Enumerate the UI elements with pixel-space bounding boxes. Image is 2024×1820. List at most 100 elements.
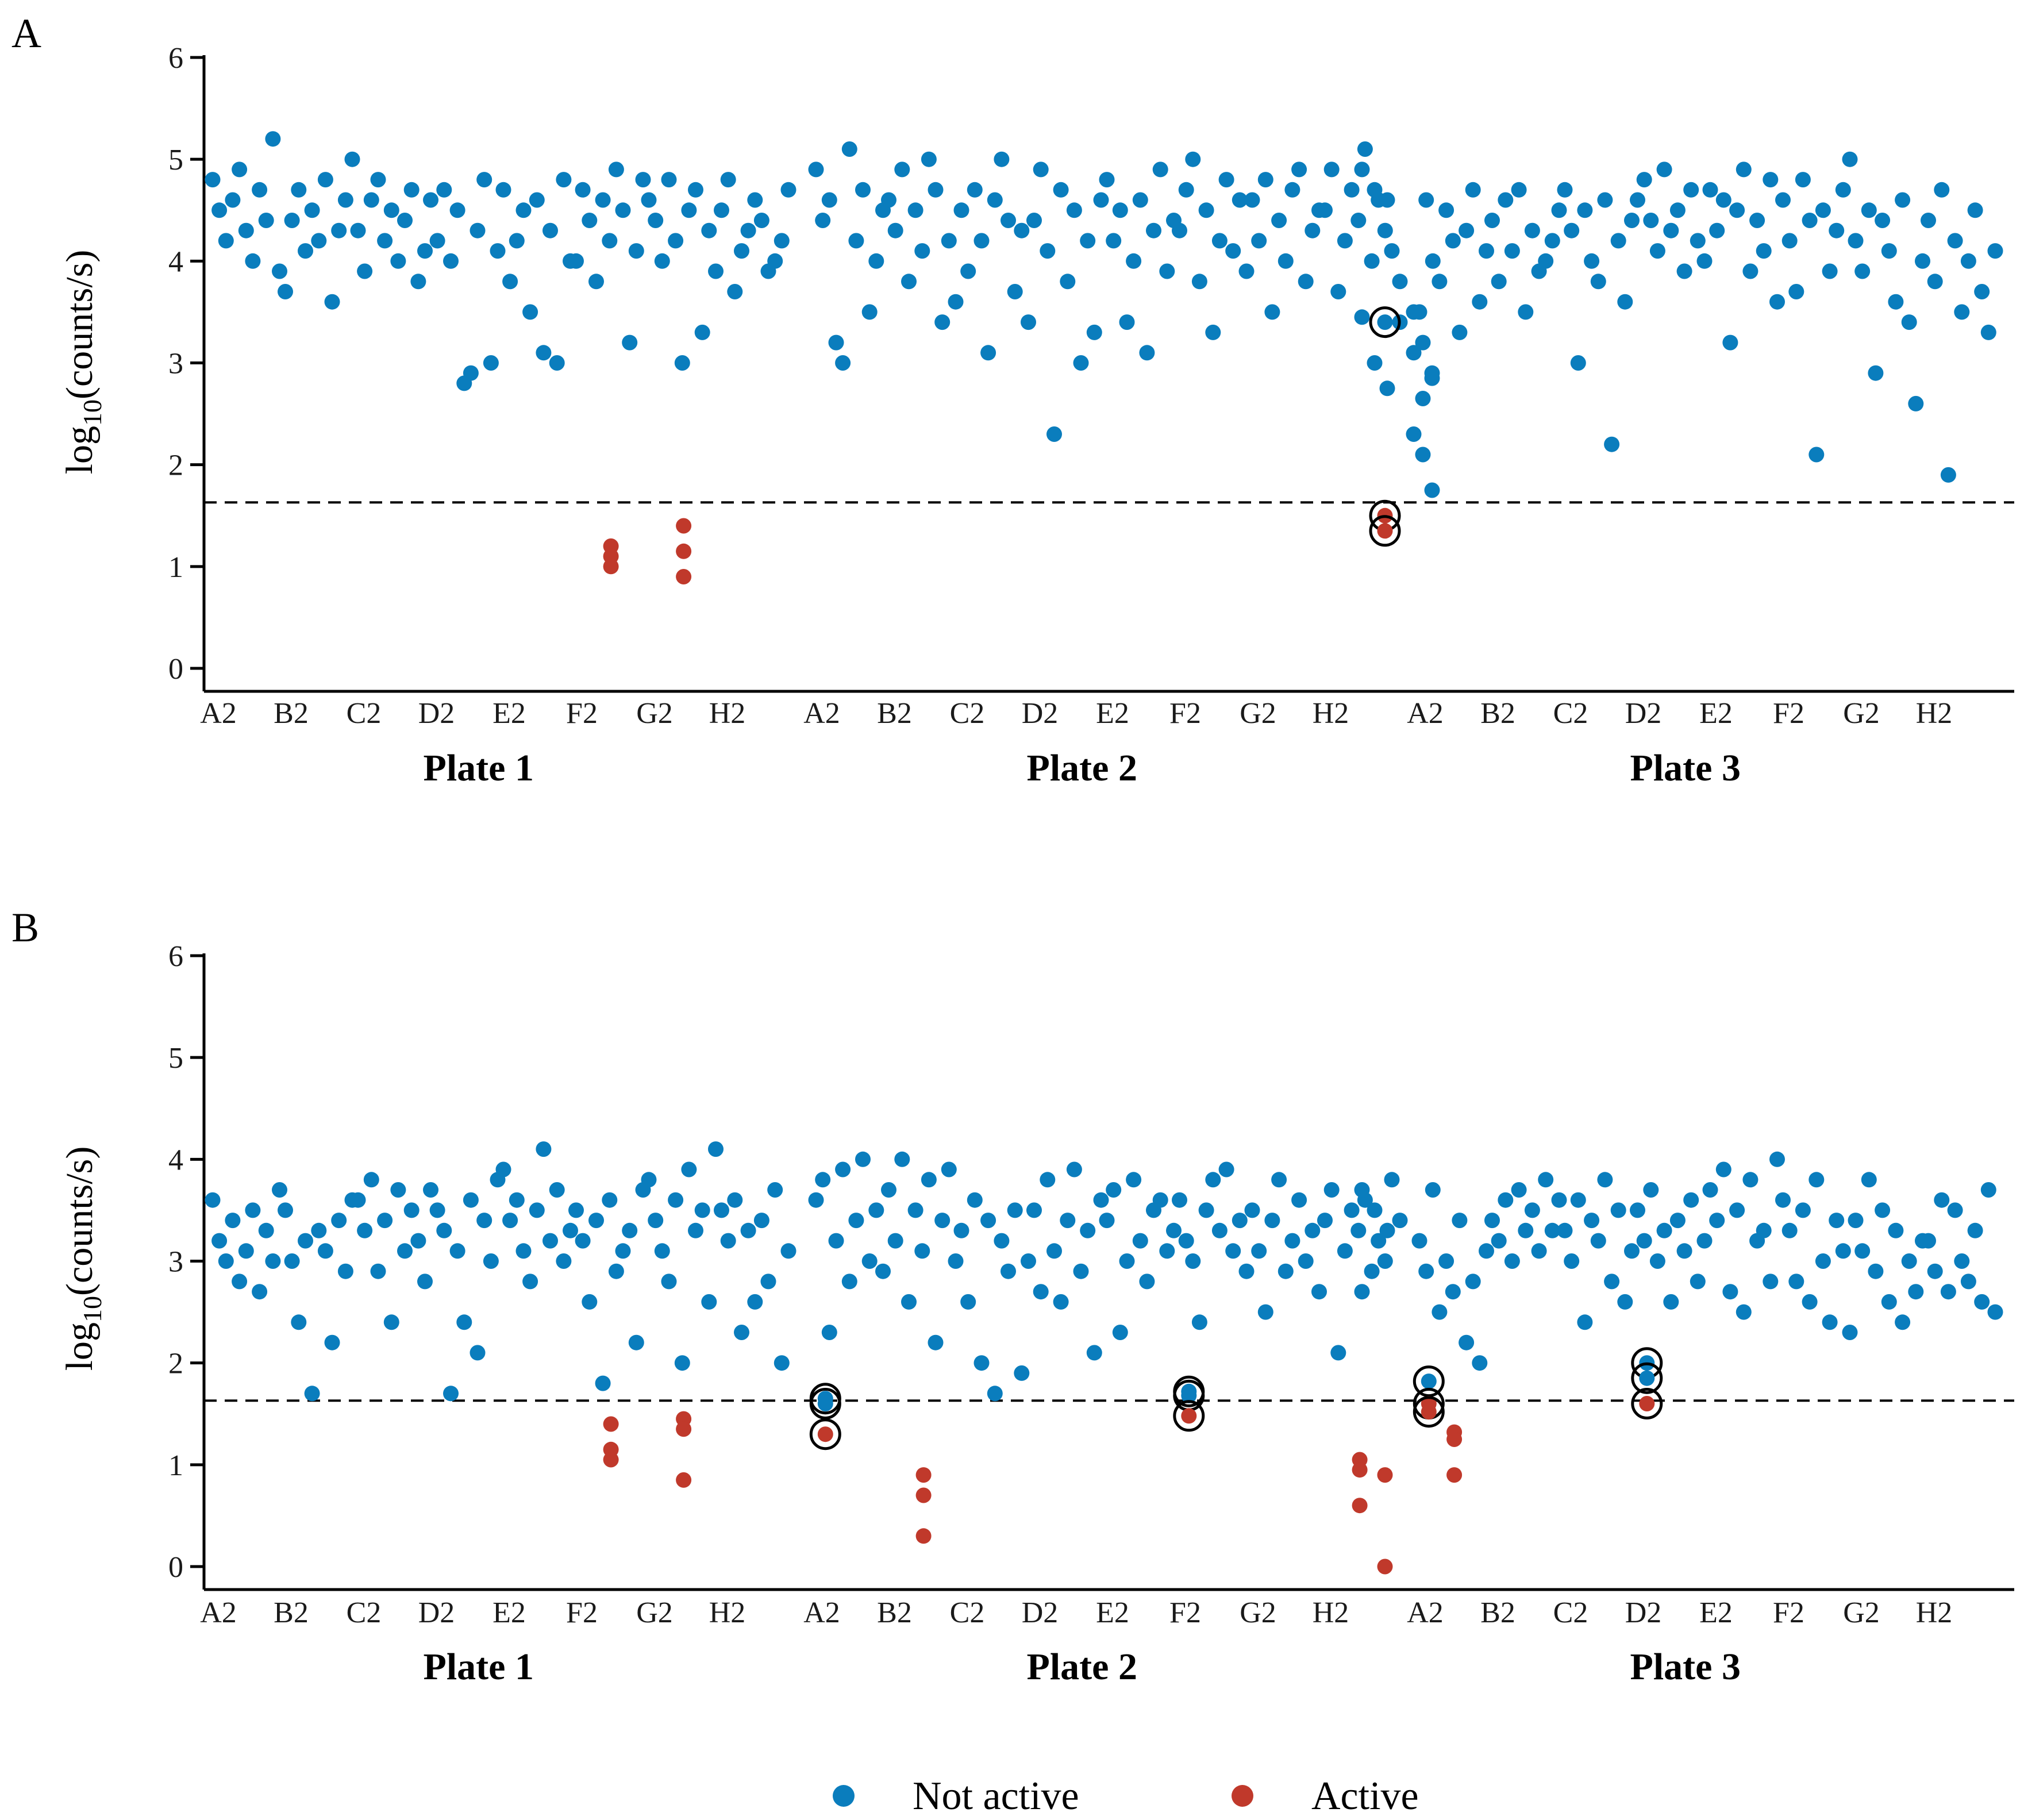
y-tick-label: 1: [168, 1449, 183, 1482]
highlight-ring: [1369, 306, 1401, 338]
not-active-point: [1610, 1202, 1626, 1218]
not-active-point: [894, 161, 910, 178]
legend-not-active-label: Not active: [913, 1774, 1079, 1818]
active-point: [1421, 1404, 1437, 1420]
x-tick-label: F2: [1169, 1596, 1201, 1629]
not-active-point: [502, 1213, 518, 1229]
not-active-point: [747, 1294, 763, 1310]
not-active-point: [767, 253, 783, 269]
not-active-point: [1895, 1314, 1911, 1330]
x-tick-label: G2: [1240, 1596, 1276, 1629]
not-active-point: [1060, 274, 1076, 290]
not-active-point: [1702, 1182, 1718, 1198]
not-active-point: [1377, 314, 1393, 330]
not-active-point: [1040, 1172, 1056, 1188]
not-active-point: [1132, 192, 1148, 208]
not-active-point: [1980, 324, 1996, 340]
legend-active-marker: [1232, 1785, 1253, 1807]
plate-label: Plate 2: [1027, 747, 1137, 789]
not-active-point: [317, 1243, 333, 1259]
not-active-point: [1484, 1213, 1500, 1229]
not-active-point: [1888, 294, 1904, 310]
not-active-point: [1888, 1222, 1904, 1238]
not-active-point: [311, 1222, 327, 1238]
not-active-point: [887, 1233, 903, 1249]
not-active-point: [490, 243, 506, 259]
not-active-point: [1795, 1202, 1811, 1218]
not-active-point: [1987, 1304, 2003, 1320]
not-active-point: [1604, 436, 1620, 452]
not-active-point: [622, 1222, 638, 1238]
not-active-point: [410, 274, 426, 290]
highlight-ring: [1413, 1396, 1445, 1428]
not-active-point: [1835, 1243, 1851, 1259]
not-active-point: [1524, 1202, 1540, 1218]
not-active-point: [1053, 182, 1069, 198]
not-active-point: [549, 1182, 565, 1198]
x-tick-label: D2: [1625, 1596, 1662, 1629]
y-tick-label: 3: [168, 1246, 183, 1279]
not-active-point: [1518, 1222, 1534, 1238]
y-tick-label: 1: [168, 551, 183, 584]
not-active-point: [1298, 274, 1314, 290]
highlight-ring: [1173, 1400, 1205, 1432]
not-active-point: [987, 192, 1003, 208]
not-active-point: [291, 1314, 307, 1330]
not-active-point: [1330, 284, 1346, 299]
active-point: [1446, 1467, 1463, 1483]
not-active-point: [774, 233, 790, 249]
x-tick-label: A2: [1407, 1596, 1444, 1629]
not-active-point: [1311, 1284, 1327, 1300]
not-active-point: [1736, 161, 1752, 178]
not-active-point: [470, 1345, 486, 1361]
active-point: [1446, 1432, 1463, 1447]
y-axis-label-subscript: 10: [78, 399, 107, 426]
not-active-point: [868, 253, 884, 269]
not-active-point: [291, 182, 307, 198]
not-active-point: [370, 172, 386, 188]
not-active-point: [1848, 233, 1864, 249]
not-active-point: [1371, 1233, 1387, 1249]
not-active-point: [841, 141, 857, 157]
not-active-point: [1504, 243, 1520, 259]
not-active-point: [1033, 161, 1049, 178]
not-active-point: [1086, 1345, 1102, 1361]
not-active-point: [708, 263, 724, 279]
not-active-point: [1484, 213, 1500, 228]
not-active-point: [821, 1325, 837, 1340]
not-active-point: [1669, 202, 1686, 218]
not-active-point: [1046, 426, 1062, 442]
not-active-point: [1277, 253, 1294, 269]
not-active-point: [476, 172, 492, 188]
not-active-point: [1146, 222, 1161, 238]
not-active-point: [1367, 182, 1383, 198]
not-active-point: [734, 1325, 749, 1340]
not-active-point: [1415, 447, 1431, 463]
not-active-point: [337, 192, 353, 208]
not-active-point: [973, 1355, 990, 1371]
not-active-point: [1432, 1304, 1448, 1320]
not-active-point: [245, 253, 261, 269]
not-active-point: [921, 1172, 937, 1188]
not-active-point: [449, 202, 465, 218]
not-active-point: [1354, 309, 1370, 325]
x-tick-label: H2: [1916, 697, 1953, 730]
not-active-point: [1093, 192, 1109, 208]
not-active-point: [563, 1222, 578, 1238]
not-active-point: [855, 182, 871, 198]
not-active-point: [1284, 1233, 1300, 1249]
not-active-point: [1021, 1253, 1036, 1269]
not-active-point: [363, 1172, 379, 1188]
not-active-point: [1323, 161, 1340, 178]
not-active-point: [1211, 233, 1228, 249]
not-active-point: [921, 151, 937, 167]
not-active-point: [694, 324, 710, 340]
not-active-point: [1060, 1213, 1076, 1229]
active-point: [1377, 523, 1393, 539]
not-active-point: [953, 202, 969, 218]
not-active-point: [456, 1314, 472, 1330]
not-active-point: [1014, 1365, 1030, 1381]
not-active-point: [674, 1355, 690, 1371]
not-active-point: [1026, 213, 1042, 228]
not-active-point: [1822, 263, 1838, 279]
